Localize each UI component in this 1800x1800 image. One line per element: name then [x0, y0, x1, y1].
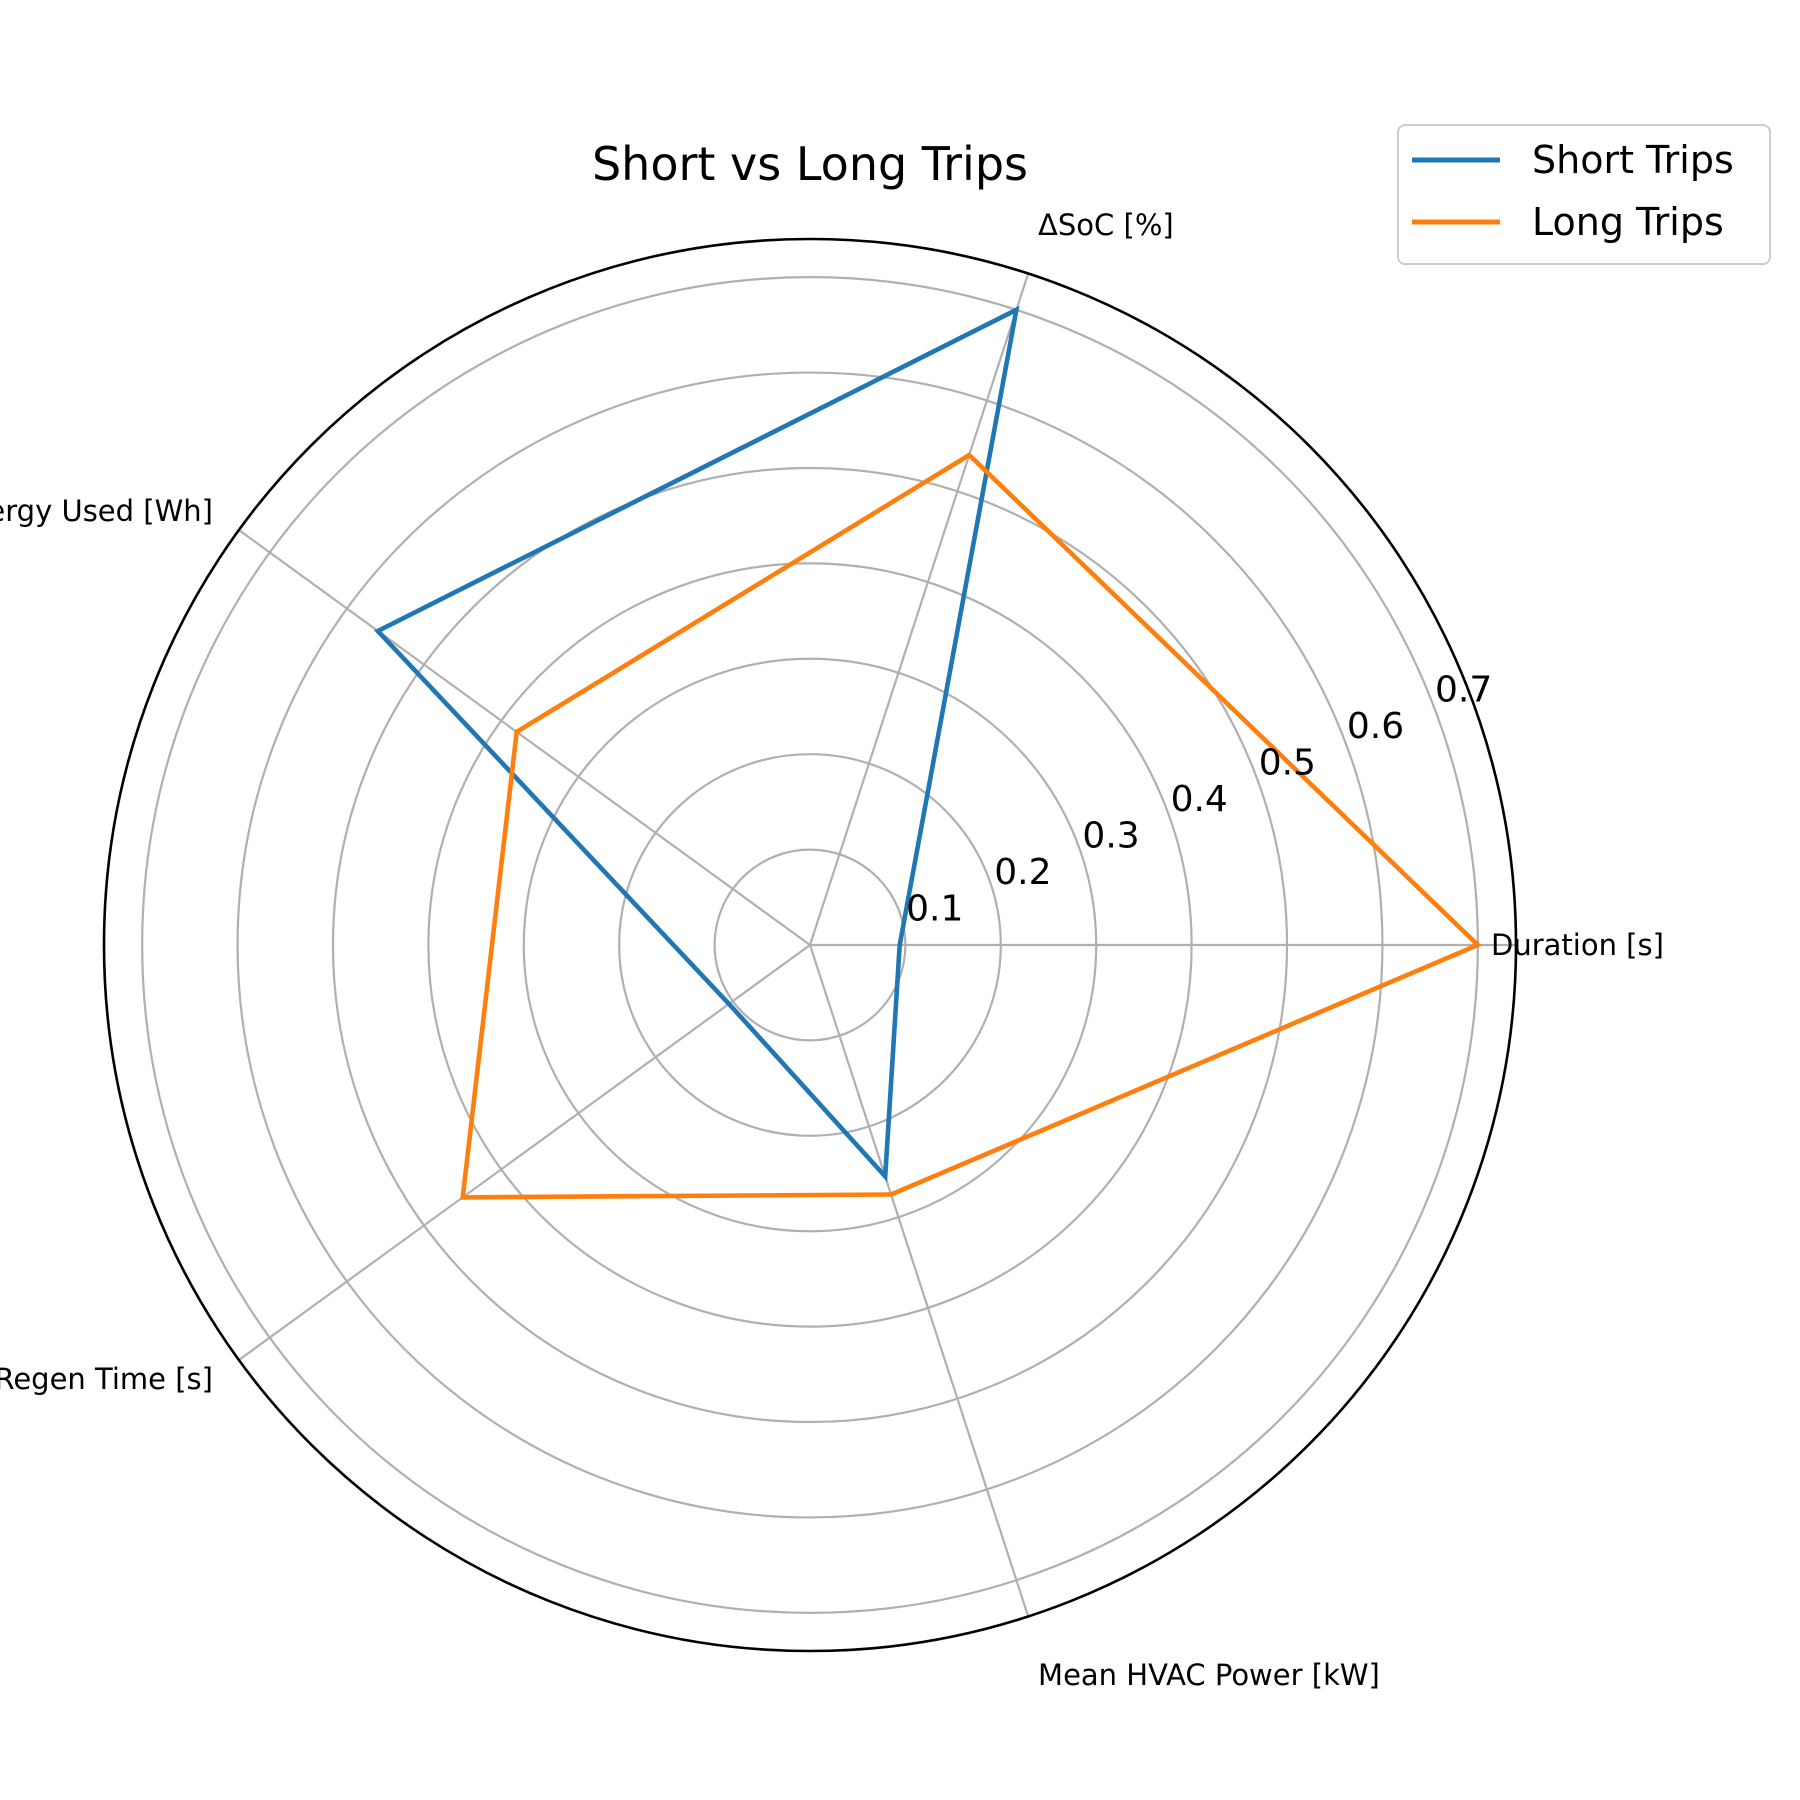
radial-tick-label: 0.7 — [1435, 669, 1492, 710]
radial-tick-label: 0.3 — [1082, 815, 1139, 856]
chart-title: Short vs Long Trips — [592, 137, 1028, 191]
legend-label-long-trips: Long Trips — [1532, 200, 1724, 244]
radial-tick-label: 0.2 — [994, 852, 1051, 893]
spoke-3 — [238, 529, 811, 946]
series-layer — [374, 305, 1482, 1200]
spoke-2 — [808, 273, 1030, 946]
spoke-5 — [808, 944, 1030, 1617]
radial-tick-label: 0.5 — [1259, 742, 1316, 783]
radial-tick-label: 0.6 — [1347, 706, 1404, 747]
axis-label-3: Energy Used [Wh] — [0, 494, 213, 528]
grid-layer — [102, 237, 1518, 1653]
axis-label-5: Mean HVAC Power [kW] — [1038, 1658, 1380, 1692]
radial-tick-label: 0.4 — [1171, 779, 1228, 820]
axis-label-1: Duration [s] — [1491, 928, 1664, 962]
axis-label-4: Regen Time [s] — [0, 1362, 213, 1396]
label-layer: 0.1 0.2 0.3 0.4 0.5 0.6 0.7 Duration [s] ΔSoC [%… — [0, 208, 1664, 1692]
polar-frame — [102, 237, 1518, 1653]
legend: Short Trips Long Trips — [1397, 124, 1771, 265]
legend-label-short-trips: Short Trips — [1532, 138, 1734, 182]
series-line-long-trips — [460, 452, 1482, 1200]
series-line-short-trips — [374, 305, 1020, 1182]
axis-label-2: ΔSoC [%] — [1038, 208, 1174, 242]
spoke-4 — [238, 944, 811, 1361]
radial-tick-label: 0.1 — [906, 888, 963, 929]
